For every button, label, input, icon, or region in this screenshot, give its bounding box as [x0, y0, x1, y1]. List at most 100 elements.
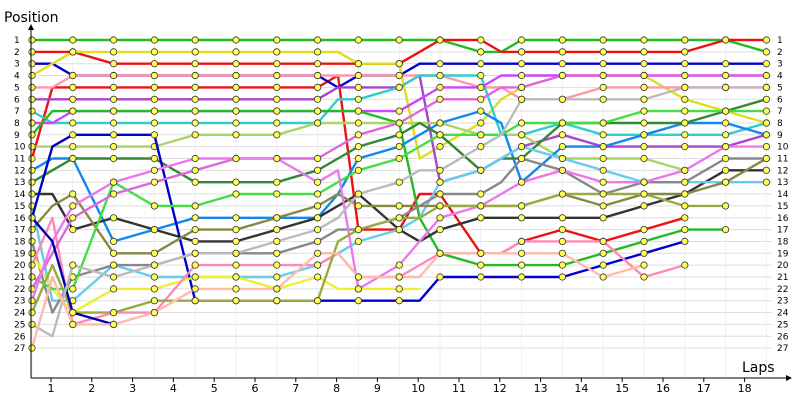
data-point — [640, 131, 648, 139]
data-point — [599, 83, 607, 92]
data-point — [640, 202, 648, 210]
data-point — [762, 48, 771, 56]
data-point — [681, 107, 689, 115]
data-point — [558, 60, 567, 68]
data-point — [558, 214, 567, 222]
data-point — [110, 143, 118, 151]
data-point — [517, 273, 526, 281]
data-point — [232, 119, 240, 127]
data-point — [191, 119, 199, 127]
data-point — [354, 107, 362, 115]
data-point — [191, 71, 199, 80]
y-tick-label-right: 21 — [777, 273, 788, 283]
data-point — [477, 95, 485, 103]
data-point — [681, 71, 689, 80]
data-point — [191, 95, 199, 103]
data-point — [28, 308, 36, 317]
data-point — [273, 226, 281, 234]
data-point — [110, 131, 118, 139]
data-point — [69, 320, 77, 328]
data-point — [599, 261, 607, 269]
data-point — [313, 48, 322, 56]
data-point — [191, 36, 199, 44]
data-point — [681, 143, 689, 151]
data-point — [232, 154, 240, 163]
data-point — [681, 190, 689, 198]
y-tick-label-left: 4 — [14, 72, 20, 82]
data-point — [354, 154, 362, 163]
data-point — [721, 119, 730, 127]
y-tick-label-left: 5 — [14, 83, 20, 93]
data-point — [681, 95, 689, 103]
data-point — [354, 285, 362, 293]
data-point — [28, 131, 36, 139]
y-tick-label-right: 4 — [777, 72, 783, 82]
data-point — [354, 71, 362, 80]
data-point — [436, 202, 444, 210]
data-point — [640, 60, 648, 68]
data-point — [436, 166, 444, 174]
data-point — [395, 261, 403, 269]
data-point — [150, 119, 158, 127]
data-point — [191, 285, 199, 293]
data-point — [69, 131, 77, 139]
data-point — [354, 131, 362, 139]
data-point — [28, 237, 36, 245]
data-point — [191, 237, 199, 245]
data-point — [191, 83, 199, 92]
data-point — [599, 249, 607, 257]
data-point — [273, 36, 281, 44]
y-tick-label-left: 25 — [14, 320, 25, 330]
data-point — [232, 226, 240, 234]
y-tick-label-left: 3 — [14, 60, 20, 70]
data-point — [313, 60, 322, 68]
series-1 — [28, 36, 771, 56]
series-line — [31, 109, 726, 267]
data-point — [28, 214, 36, 222]
data-point — [150, 48, 158, 56]
data-point — [599, 237, 607, 245]
data-point — [721, 83, 730, 92]
data-point — [232, 249, 240, 257]
data-point — [681, 83, 689, 92]
data-point — [395, 178, 403, 186]
data-point — [191, 60, 199, 68]
data-point — [762, 143, 771, 151]
data-point — [558, 95, 567, 103]
data-point — [110, 107, 118, 115]
x-tick-label: 15 — [615, 382, 629, 395]
data-point — [28, 344, 36, 352]
data-point — [477, 36, 485, 44]
y-tick-label-left: 16 — [14, 214, 26, 224]
data-point — [150, 95, 158, 103]
y-tick-label-left: 12 — [14, 166, 25, 176]
x-tick-label: 17 — [697, 382, 711, 395]
data-point — [232, 60, 240, 68]
data-point — [599, 95, 607, 103]
data-point — [762, 166, 771, 174]
data-point — [232, 237, 240, 245]
data-point — [517, 202, 526, 210]
data-point — [640, 36, 648, 44]
data-point — [762, 131, 771, 139]
data-point — [273, 48, 281, 56]
data-point — [313, 119, 322, 127]
data-point — [313, 297, 322, 305]
data-point — [436, 131, 444, 139]
data-point — [150, 36, 158, 44]
data-point — [640, 154, 648, 163]
data-point — [477, 249, 485, 257]
data-point — [436, 214, 444, 222]
data-point — [395, 131, 403, 139]
y-tick-label-left: 6 — [14, 95, 20, 105]
y-tick-label-right: 12 — [777, 166, 788, 176]
data-point — [28, 190, 36, 198]
data-point — [640, 143, 648, 151]
y-tick-label-left: 10 — [14, 143, 26, 153]
data-point — [640, 261, 648, 269]
data-point — [477, 48, 485, 56]
y-tick-label-left: 21 — [14, 273, 25, 283]
data-point — [69, 202, 77, 210]
x-tick-label: 8 — [333, 382, 340, 395]
data-point — [232, 285, 240, 293]
